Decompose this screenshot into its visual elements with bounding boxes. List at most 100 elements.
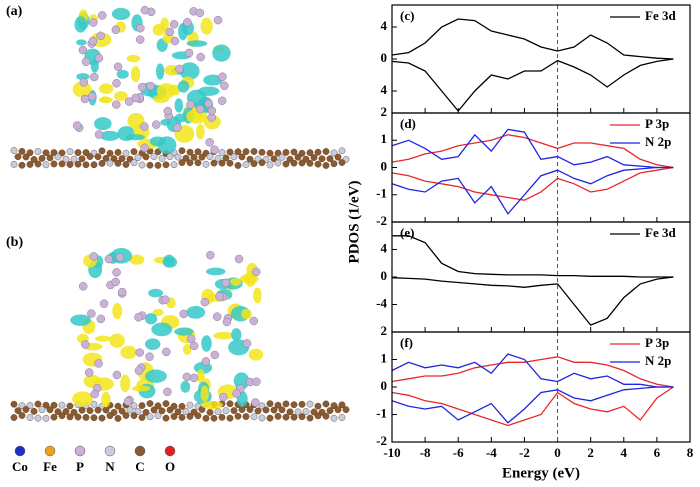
y-tick-label: 4 [381,240,388,255]
atom [290,148,298,156]
charge-blob [149,136,166,147]
atom [142,153,150,161]
atom [62,408,70,415]
y-tick-label: 4 [381,18,388,33]
charge-blob [129,254,145,265]
legend-label: O [165,459,175,474]
atom [182,154,190,162]
atom [74,149,82,156]
atom [102,406,110,414]
atom [282,413,290,421]
atom [221,278,231,288]
atom [26,161,34,168]
atom [322,400,330,408]
atom [106,149,114,157]
charge-blob [76,73,90,81]
atom [330,414,338,422]
charge-blob [131,385,151,392]
atom [90,161,98,169]
atom [206,153,214,161]
charge-blob [201,400,223,410]
charge-blob [155,63,165,80]
legend-label: N 2p [645,353,671,368]
atom [226,414,234,422]
atom [117,287,127,297]
atom [98,414,106,422]
atom [94,406,102,414]
atom [162,161,170,169]
atom [258,402,266,410]
legend-label: Fe [43,459,57,474]
atom [94,359,103,368]
panel-label: (f) [400,335,413,350]
charge-blob [203,74,223,86]
atom [126,406,134,414]
pdos-line [391,18,674,60]
x-tick-label: 2 [587,445,594,460]
y-tick-label: -1 [376,186,387,201]
atom [258,148,266,156]
atom [46,154,54,162]
atom [112,268,121,277]
atom [183,18,192,27]
atom [170,413,178,420]
atom [135,35,145,44]
atom [62,155,70,163]
atom [22,153,30,161]
atom [90,400,98,408]
atom [206,408,214,416]
atom [182,372,192,382]
atom [114,402,122,410]
atom [81,340,90,349]
charge-blob [231,328,242,342]
atom [134,313,143,322]
pdos-line [391,128,674,169]
atom [70,155,78,163]
atom [158,407,166,415]
atom [122,412,130,419]
charge-blob [152,308,164,317]
atom [266,149,274,157]
atom [246,155,254,163]
atom [266,161,274,169]
atom [210,350,220,360]
atom [154,402,162,410]
charge-blob [151,322,173,337]
legend-swatch [104,445,116,457]
charge-blob [125,134,145,141]
atom [146,81,155,91]
atom [134,154,142,162]
panel-label: (b) [6,235,23,250]
atom [18,147,26,155]
atom [82,161,90,169]
atom [154,161,162,169]
atom [122,161,130,168]
atom [112,79,121,88]
atom [278,406,286,414]
atom [138,161,146,169]
atom [94,53,104,63]
atom [194,148,202,156]
atom [330,402,338,410]
atom [217,96,227,106]
charge-blob [253,287,262,304]
pdos-line [391,356,674,388]
x-tick-label: -2 [519,445,530,460]
atom [90,389,99,399]
charge-blob [213,331,234,340]
atom [30,407,38,415]
charge-blob [201,335,212,352]
atom [50,413,58,421]
charge-blob [144,313,158,325]
charge-blob [94,335,112,342]
atom [218,159,226,167]
atom [14,407,22,415]
panel-label: (e) [400,225,414,240]
atom [26,149,34,157]
charge-blob [197,86,220,96]
legend-label: P 3p [645,116,669,131]
atom [342,406,350,413]
x-tick-label: -6 [453,445,464,460]
pdos-line [391,276,674,326]
charge-blob [111,7,131,21]
